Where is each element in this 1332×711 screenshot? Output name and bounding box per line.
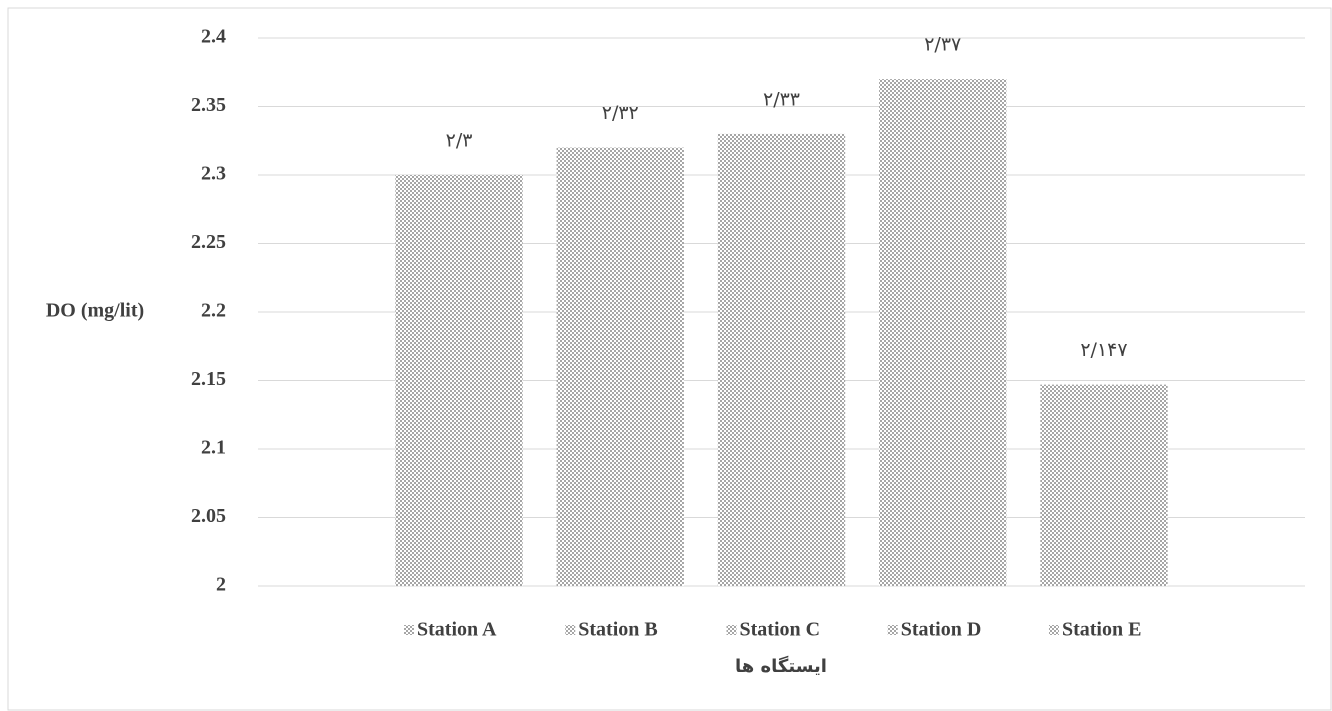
- legend-swatch: [887, 625, 898, 635]
- y-tick-label: 2.35: [191, 94, 226, 116]
- data-label: ۲/۳۷: [924, 34, 961, 56]
- y-tick-label: 2: [216, 574, 226, 596]
- bar: [556, 147, 684, 586]
- data-label: ۲/۱۴۷: [1080, 339, 1127, 361]
- data-label: ۲/۳۲: [602, 102, 639, 124]
- data-label: ۲/۳: [446, 130, 473, 152]
- chart-frame: [7, 7, 1332, 711]
- legend-swatch: [565, 625, 576, 635]
- y-tick-label: 2.4: [201, 26, 226, 48]
- y-tick-label: 2.05: [191, 505, 226, 527]
- legend-swatch: [726, 625, 737, 635]
- legend-swatch: [404, 625, 415, 635]
- y-tick-label: 2.3: [201, 163, 226, 185]
- legend-swatch: [1048, 625, 1059, 635]
- y-tick-label: 2.2: [201, 300, 226, 322]
- data-label: ۲/۳۳: [763, 88, 800, 110]
- bar: [717, 133, 846, 586]
- bar: [1040, 384, 1168, 586]
- legend-label: Station A: [417, 619, 497, 641]
- legend-label: Station E: [1062, 619, 1141, 641]
- bar: [879, 79, 1007, 586]
- legend-label: Station C: [740, 619, 821, 641]
- y-tick-label: 2.25: [191, 231, 226, 253]
- y-tick-label: 2.15: [191, 368, 226, 390]
- legend-label: Station B: [578, 619, 657, 641]
- y-axis-label: DO (mg/lit): [46, 300, 144, 322]
- legend-label: Station D: [901, 619, 982, 641]
- x-axis-label: ایستگاه ها: [735, 655, 827, 677]
- y-tick-label: 2.1: [201, 437, 226, 459]
- bar: [395, 175, 523, 586]
